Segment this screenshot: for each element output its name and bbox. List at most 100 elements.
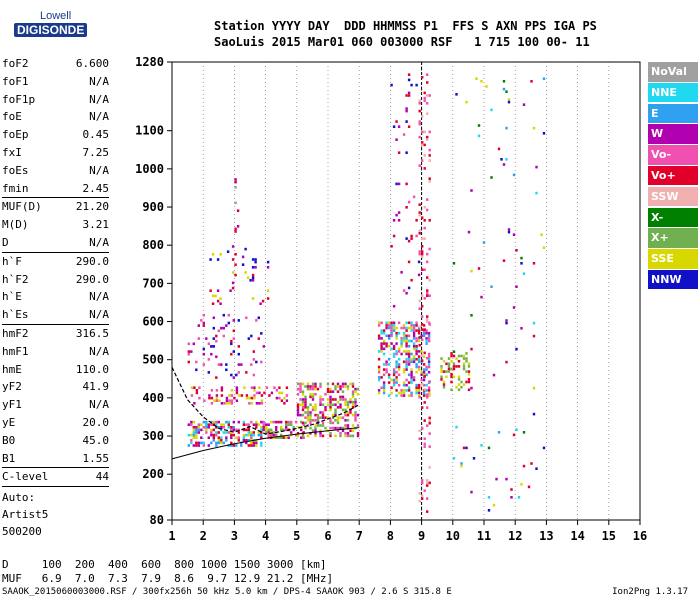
echo-point	[457, 388, 461, 392]
echo-point	[402, 360, 406, 364]
echo-point	[377, 350, 381, 353]
echo-point	[351, 403, 355, 406]
echo-point	[311, 406, 315, 409]
echo-point	[470, 347, 473, 351]
echo-point	[319, 429, 322, 432]
echo-point	[237, 420, 240, 424]
echo-point	[407, 357, 411, 361]
echo-point	[265, 428, 268, 432]
echo-point	[421, 252, 424, 256]
echo-point	[234, 230, 237, 233]
echo-point	[237, 363, 240, 366]
echo-point	[301, 390, 305, 393]
echo-point	[397, 373, 401, 377]
echo-point	[314, 382, 317, 386]
echo-point	[417, 394, 421, 397]
echo-point	[292, 428, 295, 432]
echo-point	[356, 434, 360, 438]
echo-point	[304, 421, 307, 425]
echo-point	[210, 396, 214, 400]
echo-point	[237, 371, 240, 374]
echo-point	[427, 339, 431, 343]
param-separator	[2, 486, 109, 488]
echo-point	[507, 100, 511, 104]
echo-point	[232, 433, 235, 437]
param-name: foF1p	[2, 92, 36, 106]
echo-point	[285, 436, 288, 439]
echo-point	[319, 434, 322, 438]
echo-point	[354, 390, 357, 393]
echo-point	[477, 267, 481, 270]
echo-point	[212, 337, 215, 340]
echo-point	[422, 355, 426, 358]
echo-point	[395, 389, 398, 392]
echo-point	[297, 426, 300, 429]
echo-point	[339, 432, 342, 435]
echo-point	[210, 352, 213, 356]
echo-point	[407, 200, 411, 204]
echo-point	[467, 388, 471, 392]
echo-point	[311, 398, 315, 401]
echo-point	[234, 178, 237, 181]
echo-point	[530, 462, 533, 465]
echo-point	[415, 363, 418, 366]
echo-point	[192, 431, 195, 434]
echo-point	[390, 331, 393, 335]
echo-point	[237, 431, 240, 434]
param-name: h`F2	[2, 272, 29, 286]
echo-point	[324, 406, 327, 409]
echo-point	[202, 313, 205, 317]
echo-point	[512, 306, 516, 309]
echo-point	[412, 355, 416, 358]
echo-point	[250, 441, 253, 445]
param-name: B0	[2, 433, 16, 447]
echo-point	[304, 398, 307, 401]
echo-point	[314, 429, 317, 432]
param-separator	[2, 323, 109, 325]
echo-point	[532, 262, 536, 265]
echo-point	[275, 426, 278, 429]
echo-point	[277, 420, 280, 424]
echo-point	[420, 370, 423, 374]
echo-point	[237, 352, 240, 356]
echo-point	[290, 431, 293, 434]
echo-point	[257, 337, 260, 340]
echo-point	[412, 342, 416, 345]
echo-point	[257, 316, 260, 320]
echo-point	[336, 385, 340, 388]
echo-point	[207, 426, 210, 429]
echo-point	[238, 394, 241, 397]
echo-point	[422, 373, 426, 377]
echo-point	[412, 360, 416, 364]
echo-point	[232, 428, 235, 432]
echo-point	[195, 360, 198, 364]
echo-point	[252, 350, 255, 353]
echo-point	[336, 406, 340, 409]
echo-point	[230, 426, 233, 429]
echo-point	[268, 394, 271, 397]
echo-point	[421, 268, 424, 271]
echo-point	[423, 130, 426, 134]
echo-point	[395, 334, 398, 338]
echo-point	[385, 324, 388, 327]
echo-point	[423, 351, 426, 355]
echo-point	[301, 434, 305, 438]
echo-point	[397, 219, 401, 222]
echo-point	[250, 433, 253, 437]
echo-point	[428, 416, 431, 420]
echo-point	[428, 278, 431, 282]
echo-point	[407, 286, 411, 290]
echo-point	[417, 383, 421, 387]
echo-point	[410, 339, 413, 343]
echo-point	[426, 393, 429, 396]
echo-point	[296, 393, 300, 396]
echo-point	[426, 252, 429, 256]
echo-point	[467, 362, 471, 366]
legend-item: X+	[648, 228, 698, 248]
echo-point	[425, 365, 428, 369]
echo-point	[250, 334, 253, 338]
echo-point	[426, 356, 429, 360]
echo-point	[462, 362, 466, 366]
echo-point	[202, 444, 205, 447]
echo-point	[412, 344, 416, 348]
